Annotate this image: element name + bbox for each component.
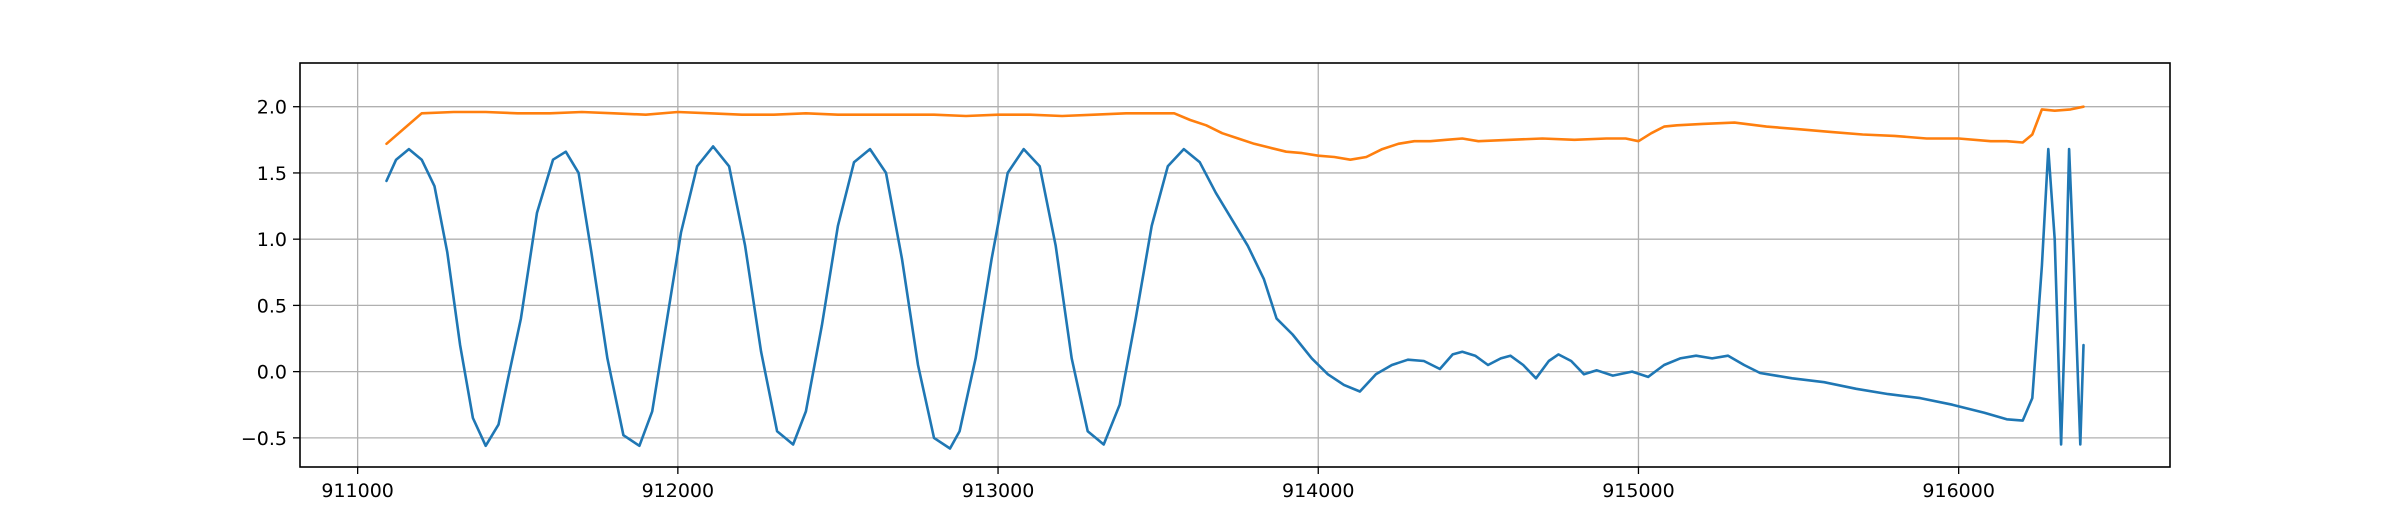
grid-lines xyxy=(300,63,2170,467)
x-tick-label: 911000 xyxy=(321,480,394,502)
plot-area-frame xyxy=(299,62,2171,468)
y-tick-label: 1.5 xyxy=(257,163,287,185)
x-tick-label: 914000 xyxy=(1282,480,1355,502)
y-tick-label: 2.0 xyxy=(257,97,287,119)
x-tick-label: 913000 xyxy=(962,480,1035,502)
y-tick-label: 0.0 xyxy=(257,362,287,384)
series-2-line xyxy=(385,105,2085,161)
x-tick-label: 915000 xyxy=(1602,480,1675,502)
y-tick-label: −0.5 xyxy=(241,428,287,450)
y-tick-label: 1.0 xyxy=(257,229,287,251)
series-1-line xyxy=(385,145,2085,450)
x-tick-label: 916000 xyxy=(1922,480,1995,502)
y-tick-label: 0.5 xyxy=(257,295,287,317)
series-lines xyxy=(385,105,2085,450)
axis-ticks: 911000 912000 913000 914000 915000 916000 −0.5… xyxy=(241,97,1995,502)
x-tick-label: 912000 xyxy=(642,480,715,502)
